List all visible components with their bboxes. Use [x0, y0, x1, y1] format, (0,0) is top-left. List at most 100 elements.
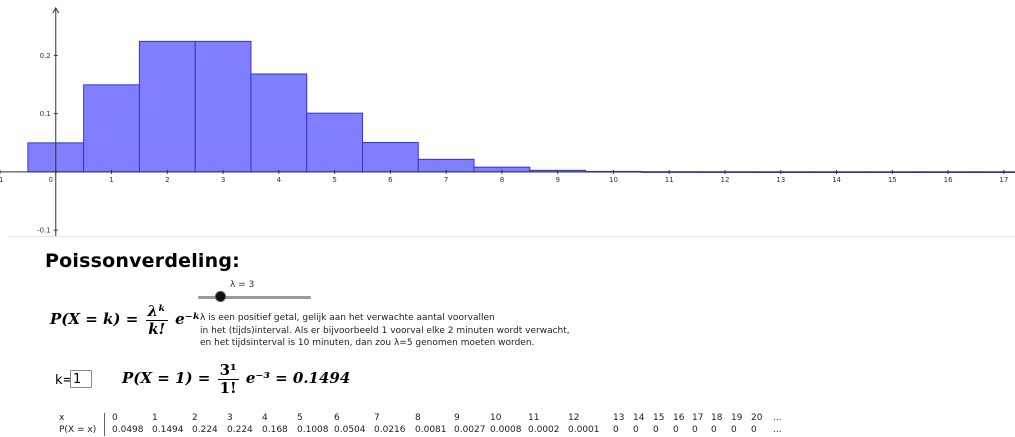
table-cell-x: 19: [731, 413, 743, 423]
table-cell-p: 0.0008: [490, 425, 522, 435]
table-cell-x: 9: [454, 413, 460, 423]
table-cell-x: 8: [415, 413, 421, 423]
y-axis-arrow: [52, 7, 60, 14]
table-cell-p: 0.0504: [334, 425, 366, 435]
table-cell-p: 0.168: [262, 425, 288, 435]
x-tick-label: -1: [0, 176, 3, 184]
lambda-slider[interactable]: λ = 3: [195, 280, 313, 304]
table-cell-p: 0.0498: [112, 425, 144, 435]
table-separator: [104, 413, 105, 436]
table-cell-p: 0: [751, 425, 757, 435]
table-cell-x: 20: [751, 413, 763, 423]
table-cell-p: 0: [613, 425, 619, 435]
table-cell-x: 10: [490, 413, 502, 423]
table-cell-p: 0.0027: [454, 425, 486, 435]
x-tick-label: 0: [49, 176, 53, 184]
table-cell-x: 12: [568, 413, 580, 423]
k-input[interactable]: [70, 370, 92, 388]
lambda-slider-handle[interactable]: [216, 292, 225, 301]
divider: [8, 236, 1015, 237]
table-header-x: x: [59, 413, 65, 423]
table-cell-p: 0.0001: [568, 425, 600, 435]
bar-1: [83, 84, 140, 173]
formula-general-numerator: λᵏ: [145, 302, 168, 321]
table-cell-x: 14: [633, 413, 645, 423]
k-label: k=: [55, 373, 74, 388]
table-cell-x: 3: [227, 413, 233, 423]
lambda-slider-label: λ = 3: [230, 280, 255, 290]
x-tick-label: 12: [721, 176, 730, 184]
table-cell-x: 6: [334, 413, 340, 423]
x-tick-label: 17: [999, 176, 1008, 184]
table-cell-x: 7: [374, 413, 380, 423]
formula-specific-numerator: 3¹: [217, 362, 239, 380]
x-tick-label: 2: [165, 176, 169, 184]
table-cell-p: 0.1008: [297, 425, 329, 435]
table-cell-x: 5: [297, 413, 303, 423]
x-tick-label: 11: [665, 176, 674, 184]
formula-general-fraction: λᵏ k!: [145, 302, 168, 338]
table-cell-p: 0: [692, 425, 698, 435]
formula-specific-lhs: P(X = 1) =: [122, 369, 211, 387]
table-cell-x: ...: [773, 413, 782, 423]
table-cell-p: 0.224: [192, 425, 218, 435]
description-line: λ is een positief getal, gelijk aan het …: [200, 313, 495, 323]
table-cell-x: 17: [692, 413, 704, 423]
table-cell-x: 0: [112, 413, 118, 423]
y-tick-labels: -0.1 0.1 0.2: [37, 52, 58, 235]
axes-group: [0, 7, 1015, 236]
table-cell-x: 4: [262, 413, 268, 423]
bar-6: [362, 142, 419, 173]
formula-general-denominator: k!: [148, 320, 166, 338]
bar-5: [306, 112, 364, 173]
table-cell-p: 0: [731, 425, 737, 435]
x-tick-label: 15: [888, 176, 897, 184]
formula-specific: P(X = 1) = 3¹ 1! e⁻³ = 0.1494: [122, 362, 351, 397]
table-cell-p: 0: [653, 425, 659, 435]
table-cell-x: 1: [152, 413, 158, 423]
x-tick-label: 10: [609, 176, 618, 184]
formula-specific-tail: e⁻³ = 0.1494: [245, 369, 351, 387]
table-cell-p: 0.0002: [528, 425, 560, 435]
table-cell-x: 11: [528, 413, 540, 423]
bars-group: [27, 40, 1015, 174]
table-cell-x: 16: [673, 413, 685, 423]
table-cell-p: ...: [773, 425, 782, 435]
x-tick-label: 3: [221, 176, 225, 184]
x-tick-label: 7: [444, 176, 448, 184]
x-tick-label: 14: [832, 176, 841, 184]
x-tick-label: 5: [332, 176, 336, 184]
y-tick-label: -0.1: [37, 227, 51, 235]
table-cell-x: 15: [653, 413, 665, 423]
description-line: in het (tijds)interval. Als er bijvoorbe…: [200, 325, 570, 336]
x-tick-label: 1: [109, 176, 113, 184]
formula-general-lhs: P(X = k) =: [50, 310, 139, 328]
table-header-p: P(X = x): [59, 425, 97, 435]
page-title: Poissonverdeling:: [45, 250, 240, 272]
y-tick-label: 0.1: [40, 110, 51, 118]
x-tick-label: 9: [555, 176, 559, 184]
bar-2: [138, 40, 196, 173]
table-cell-p: 0.1494: [152, 425, 184, 435]
x-tick-label: 4: [277, 176, 282, 184]
lambda-slider-track[interactable]: [198, 296, 311, 299]
formula-general: P(X = k) = λᵏ k! e⁻ᵏ: [50, 302, 200, 338]
table-cell-p: 0.0216: [374, 425, 406, 435]
bar-3: [194, 40, 252, 173]
table-cell-x: 13: [613, 413, 625, 423]
table-cell-p: 0.0081: [415, 425, 447, 435]
table-cell-x: 18: [711, 413, 723, 423]
table-cell-p: 0: [633, 425, 639, 435]
formula-specific-fraction: 3¹ 1!: [217, 362, 239, 397]
table-cell-p: 0: [711, 425, 717, 435]
bar-4: [250, 73, 308, 173]
description: λ is een positief getal, gelijk aan het …: [200, 312, 620, 350]
table-cell-p: 0: [673, 425, 679, 435]
x-tick-label: 6: [388, 176, 393, 184]
x-tick-label: 16: [944, 176, 953, 184]
y-tick-label: 0.2: [40, 52, 51, 60]
x-tick-label: 8: [500, 176, 504, 184]
formula-specific-denominator: 1!: [219, 379, 237, 397]
